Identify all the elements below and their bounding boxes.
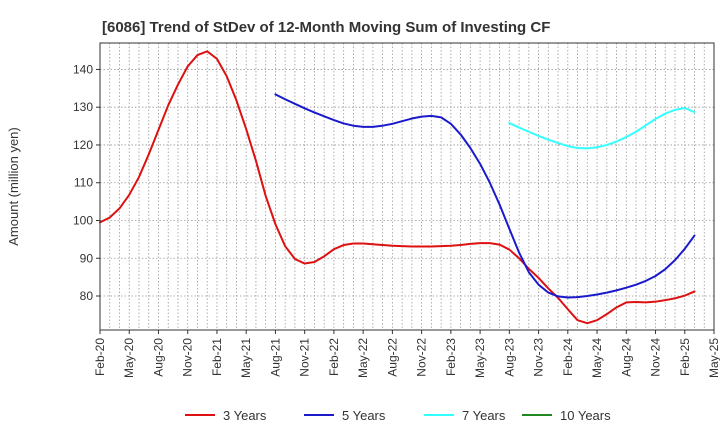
x-tick-label: Aug-23 [502,338,516,377]
y-tick-label: 140 [73,62,93,76]
legend-label-10-years: 10 Years [560,408,611,423]
legend-label-7-years: 7 Years [462,408,506,423]
x-tick-label: Nov-23 [532,338,546,377]
x-tick-label: May-22 [356,338,370,378]
plot-frame [99,42,715,331]
series-line-7-years [508,106,696,150]
x-tick-label: Aug-22 [385,338,399,377]
legend-label-3-years: 3 Years [223,408,267,423]
x-tick-label: Nov-24 [649,338,663,377]
x-tick-label: Nov-22 [415,338,429,377]
y-tick-label: 90 [80,251,94,265]
x-tick-label: May-24 [590,338,604,378]
series-line-5-years [274,93,696,299]
legend-label-5-years: 5 Years [342,408,386,423]
y-tick-label: 80 [80,289,94,303]
series-layer [99,50,696,325]
x-tick-label: Nov-20 [181,338,195,377]
y-tick-label: 110 [74,176,93,190]
x-tick-label: May-21 [239,338,253,378]
y-tick-label: 100 [73,213,93,227]
series-line-3-years [99,50,696,325]
y-tick-label: 120 [73,138,93,152]
y-axis-title: Amount (million yen) [6,127,21,246]
legend: 3 Years 5 Years 7 Years 10 Years [185,408,611,423]
x-tick-label: May-20 [122,338,136,378]
x-tick-label: Nov-21 [298,338,312,377]
x-tick-label: Aug-21 [268,338,282,377]
plot-grid [100,43,714,330]
x-tick-label: Aug-20 [151,338,165,377]
x-tick-label: May-25 [707,338,720,378]
y-tick-label: 130 [73,100,93,114]
y-axis: 80 90 100 110 120 130 140 [73,62,100,303]
x-tick-label: Feb-23 [444,338,458,376]
x-tick-label: Feb-20 [93,338,107,376]
chart-title: [6086] Trend of StDev of 12-Month Moving… [102,19,550,36]
x-tick-label: Feb-25 [678,338,692,376]
x-axis: Feb-20 May-20 Aug-20 Nov-20 Feb-21 May-21 Aug-… [93,330,720,378]
x-tick-label: Feb-22 [327,338,341,376]
x-tick-label: Aug-24 [619,338,633,377]
x-tick-label: Feb-24 [561,338,575,376]
x-tick-label: Feb-21 [210,338,224,376]
x-tick-label: May-23 [473,338,487,378]
